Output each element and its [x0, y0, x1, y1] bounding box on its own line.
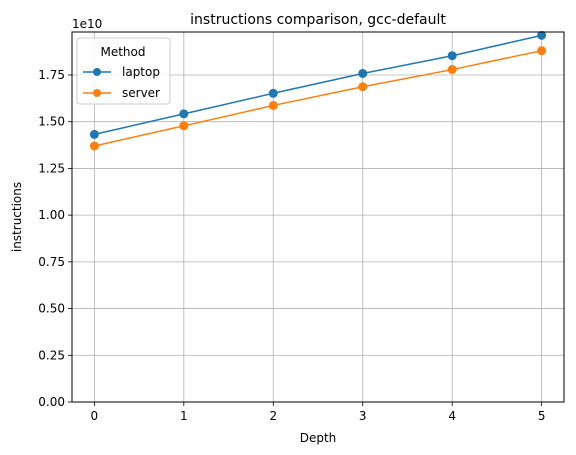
data-point-laptop [358, 68, 368, 78]
x-tick-label: 2 [269, 409, 277, 423]
data-point-server [358, 82, 368, 92]
legend-label-laptop: laptop [122, 65, 160, 79]
x-tick-label: 4 [448, 409, 456, 423]
legend-label-server: server [122, 86, 160, 100]
y-tick-label: 0.00 [38, 395, 65, 409]
ticks: 0 1 2 3 4 5 0.00 0.25 0.50 0.75 1.00 1.25 1.50 1.75 [38, 68, 545, 423]
y-tick-label: 1.25 [38, 161, 65, 175]
x-tick-label: 5 [538, 409, 546, 423]
legend-marker-server [93, 89, 101, 97]
series-layer [89, 30, 547, 151]
data-point-server [89, 141, 99, 151]
y-tick-label: 0.75 [38, 255, 65, 269]
data-point-server [447, 65, 457, 75]
data-point-laptop [268, 88, 278, 98]
data-point-laptop [537, 30, 547, 40]
series-line-server [94, 49, 542, 147]
data-point-server [268, 100, 278, 110]
data-point-server [179, 121, 189, 131]
legend-box [76, 37, 171, 105]
x-tick-label: 3 [359, 409, 367, 423]
y-tick-label: 0.25 [38, 348, 65, 362]
y-tick-label: 1.75 [38, 68, 65, 82]
y-tick-label: 1.00 [38, 208, 65, 222]
y-tick-label: 0.50 [38, 302, 65, 316]
y-offset-label: 1e10 [72, 17, 102, 31]
x-tick-label: 1 [180, 409, 188, 423]
data-point-laptop [89, 129, 99, 139]
y-tick-label: 1.50 [38, 115, 65, 129]
data-point-laptop [179, 109, 189, 119]
data-point-laptop [447, 51, 457, 61]
legend-title: Method [100, 45, 145, 59]
data-point-server [537, 46, 547, 56]
legend-marker-laptop [93, 68, 101, 76]
y-axis-label: instructions [10, 182, 24, 252]
chart-title: instructions comparison, gcc-default [190, 12, 446, 28]
legend: Method laptop server [76, 37, 171, 105]
x-tick-label: 0 [91, 409, 99, 423]
series-line-laptop [94, 34, 542, 136]
plot-frame [71, 31, 565, 403]
x-axis-label: Depth [300, 431, 337, 445]
